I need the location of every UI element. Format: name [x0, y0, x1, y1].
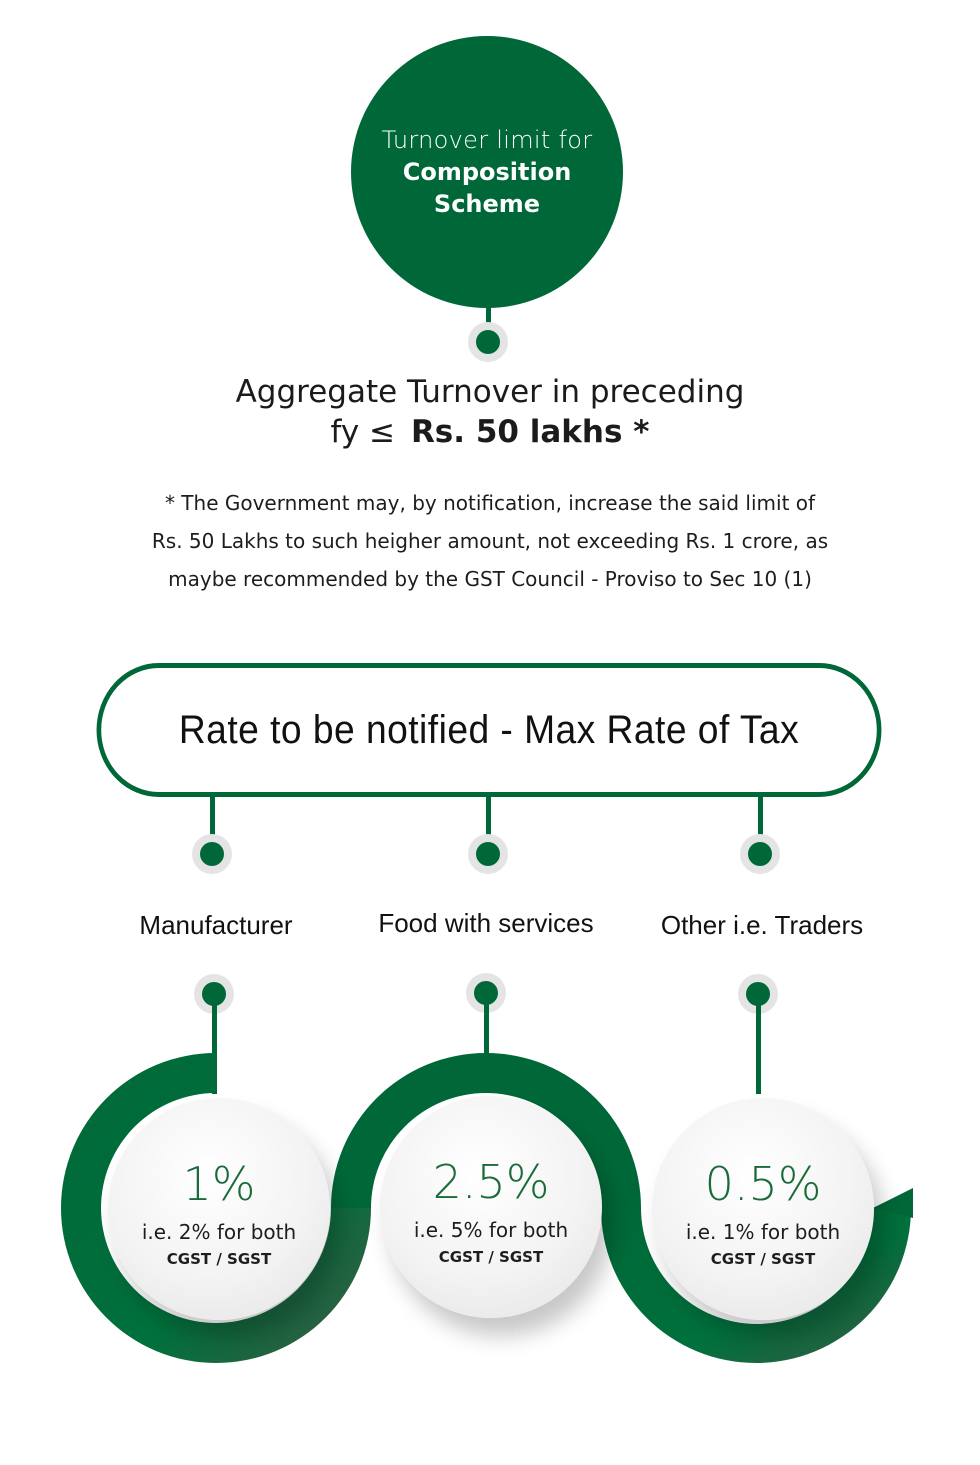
category-label-traders: Other i.e. Traders	[660, 910, 864, 940]
connector-line	[756, 994, 761, 1094]
aggregate-turnover-text: Aggregate Turnover in preceding fy ≤ Rs.…	[150, 372, 830, 452]
rate-card-traders: 0.5% i.e. 1% for both CGST / SGST	[652, 1098, 874, 1320]
note-line2: Rs. 50 Lakhs to such heigher amount, not…	[151, 529, 829, 553]
connector-dot	[740, 834, 780, 874]
rate-value: 2.5%	[432, 1155, 550, 1209]
rate-value: 1%	[182, 1157, 256, 1211]
connector-dot	[468, 322, 508, 362]
connector-line	[486, 792, 491, 842]
circle-title-line2: Composition Scheme	[402, 158, 572, 218]
rate-detail: i.e. 5% for both	[413, 1218, 569, 1242]
proviso-note: * The Government may, by notification, i…	[120, 484, 860, 598]
composition-scheme-circle: Turnover limit for Composition Scheme	[351, 36, 623, 308]
connector-line	[758, 792, 763, 842]
ring-segment-2	[331, 1053, 641, 1208]
connector-dot	[468, 834, 508, 874]
note-line3: maybe recommended by the GST Council - P…	[168, 567, 812, 591]
connector-line	[484, 994, 489, 1054]
ring-segment-3	[601, 1190, 913, 1363]
connector-line	[212, 994, 217, 1094]
rate-taxes: CGST / SGST	[710, 1250, 816, 1268]
rate-detail: i.e. 1% for both	[685, 1220, 841, 1244]
rate-value: 0.5%	[704, 1157, 822, 1211]
category-label-manufacturer: Manufacturer	[139, 910, 293, 940]
connector-line	[486, 306, 491, 336]
rate-taxes: CGST / SGST	[438, 1248, 544, 1266]
aggregate-line2: fy ≤ Rs. 50 lakhs *	[150, 412, 830, 452]
aggregate-line1: Aggregate Turnover in preceding	[235, 374, 745, 410]
connector-dot	[192, 834, 232, 874]
rate-banner: Rate to be notified - Max Rate of Tax	[96, 663, 882, 797]
rate-taxes: CGST / SGST	[166, 1250, 272, 1268]
rate-card-manufacturer: 1% i.e. 2% for both CGST / SGST	[108, 1098, 330, 1320]
aggregate-prefix: fy ≤	[330, 414, 396, 450]
note-line1: * The Government may, by notification, i…	[164, 491, 816, 515]
rate-card-food-services: 2.5% i.e. 5% for both CGST / SGST	[380, 1096, 602, 1318]
aggregate-limit: Rs. 50 lakhs *	[410, 414, 650, 450]
rate-detail: i.e. 2% for both	[141, 1220, 297, 1244]
connector-dot	[466, 973, 506, 1013]
circle-title-line1: Turnover limit for	[381, 126, 593, 154]
connector-line	[210, 792, 215, 842]
category-label-food-services: Food with services	[378, 908, 594, 938]
